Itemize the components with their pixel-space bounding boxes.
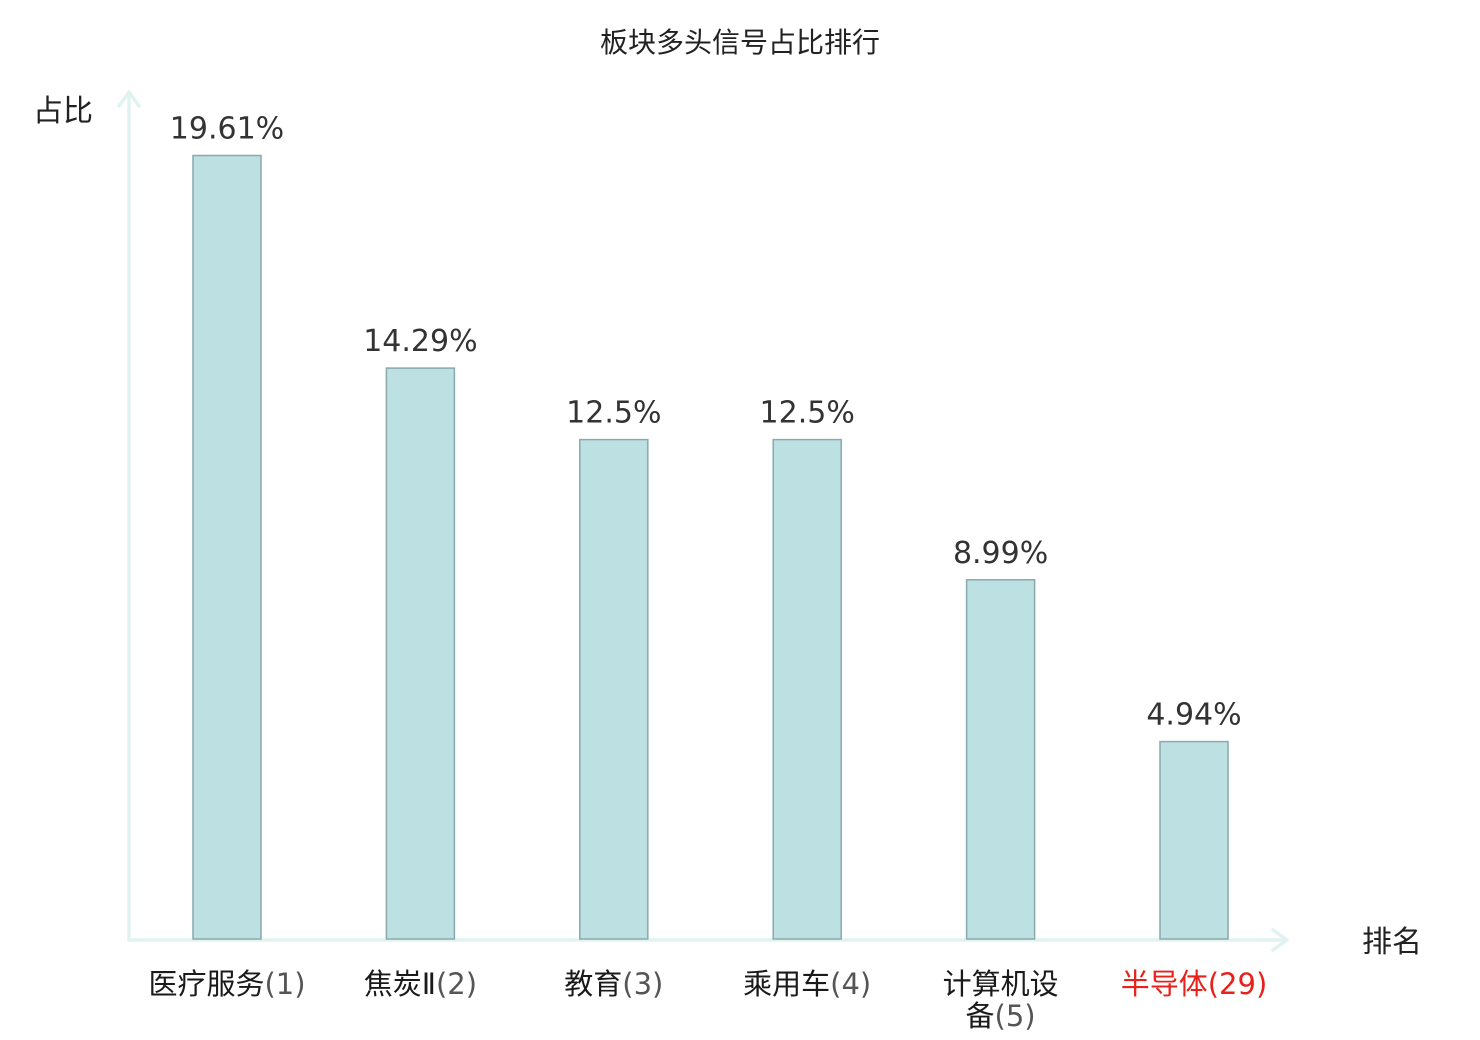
category-label-5: 计算机设备(5) (943, 967, 1059, 1033)
category-name-5-line-2: 备 (966, 999, 995, 1033)
axes (117, 90, 1289, 952)
category-name-4: 乘用车 (743, 967, 830, 1001)
bar-5 (965, 579, 1036, 940)
category-rank-6: (29) (1208, 967, 1268, 1001)
category-labels-group: 医疗服务(1) 焦炭Ⅱ(2) 教育(3) 乘用车(4) 计算机设备(5) 半导体(29) (148, 967, 1267, 1033)
y-axis-title: 占比 (33, 94, 93, 129)
y-axis-arrow-icon (117, 90, 141, 108)
category-rank-5: (5) (995, 999, 1036, 1033)
category-rank-3: (3) (622, 967, 663, 1001)
value-labels-group: 19.61% 14.29% 12.5% 12.5% 8.99% 4.94% (170, 112, 1242, 733)
category-label-3: 教育(3) (564, 967, 663, 1001)
x-axis-arrow-icon (1271, 928, 1289, 952)
category-name-3: 教育 (564, 967, 622, 1001)
value-label-3: 12.5% (566, 396, 661, 431)
category-rank-1: (1) (264, 967, 305, 1001)
value-label-4: 12.5% (760, 396, 855, 431)
category-label-2: 焦炭Ⅱ(2) (364, 967, 477, 1001)
category-name-1: 医疗服务 (148, 967, 264, 1001)
chart-title: 板块多头信号占比排行 (600, 26, 880, 59)
value-label-2: 14.29% (363, 324, 477, 359)
value-label-5: 8.99% (953, 536, 1048, 571)
category-name-2: 焦炭Ⅱ (364, 967, 436, 1001)
value-label-1: 19.61% (170, 112, 284, 147)
x-axis-title: 排名 (1362, 925, 1422, 960)
bar-6 (1159, 740, 1229, 940)
bars-group (192, 154, 1229, 940)
category-label-4: 乘用车(4) (743, 967, 871, 1001)
value-label-6: 4.94% (1146, 698, 1241, 733)
bar-1 (192, 154, 262, 940)
category-rank-4: (4) (830, 967, 871, 1001)
category-label-6: 半导体(29) (1121, 967, 1268, 1001)
bar-4 (772, 438, 842, 940)
bar-3 (579, 438, 649, 940)
category-name-5-line-1: 计算机设 (943, 967, 1059, 1001)
category-label-1: 医疗服务(1) (148, 967, 305, 1001)
category-rank-2: (2) (436, 967, 477, 1001)
category-name-6: 半导体 (1121, 967, 1208, 1001)
bar-2 (385, 367, 456, 940)
